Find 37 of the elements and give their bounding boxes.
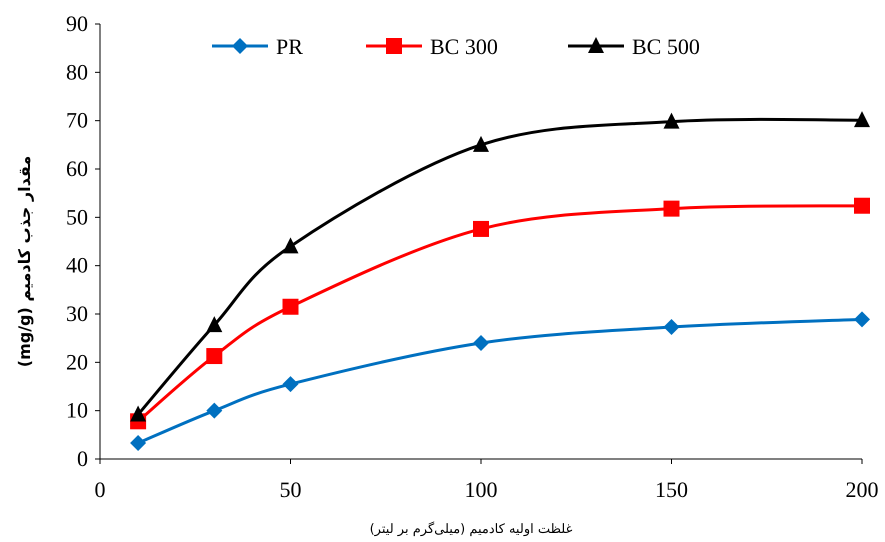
point — [473, 335, 489, 351]
legend-label: BC 500 — [632, 34, 700, 59]
point — [282, 298, 298, 315]
y-tick-label: 70 — [66, 108, 88, 133]
y-tick-label: 30 — [66, 301, 88, 326]
point — [473, 136, 489, 152]
y-tick-label: 80 — [66, 59, 88, 84]
y-tick-label: 50 — [66, 204, 88, 230]
x-tick-label: 150 — [655, 477, 688, 502]
x-tick-label: 100 — [464, 477, 498, 502]
y-axis-title: مقدار جذب کادمیم (mg/g) — [15, 156, 34, 368]
y-tick-label: 40 — [66, 252, 88, 278]
x-axis-title: غلظت اولیه کادمیم (میلی‌گرم بر لیتر) — [370, 521, 573, 537]
point — [206, 402, 222, 419]
point — [664, 112, 680, 129]
x-tick-label: 200 — [846, 477, 878, 502]
legend-label: PR — [276, 34, 304, 59]
y-tick-label: 20 — [66, 349, 88, 374]
x-tick-label: 50 — [280, 477, 302, 502]
y-tick-label: 90 — [66, 11, 88, 36]
point — [473, 220, 489, 237]
x-tick-label: 0 — [94, 477, 106, 502]
point — [854, 198, 870, 214]
point — [664, 319, 680, 336]
y-tick-label: 0 — [77, 446, 88, 471]
y-tick-label: 60 — [66, 156, 88, 181]
point — [206, 348, 222, 364]
point — [282, 237, 298, 254]
point — [130, 406, 146, 422]
point — [206, 316, 222, 332]
point — [854, 311, 870, 328]
point — [854, 111, 870, 128]
y-tick-label: 10 — [66, 398, 88, 423]
point — [282, 376, 298, 392]
point — [130, 435, 146, 452]
point — [664, 200, 680, 217]
legend-label: BC 300 — [430, 34, 498, 59]
